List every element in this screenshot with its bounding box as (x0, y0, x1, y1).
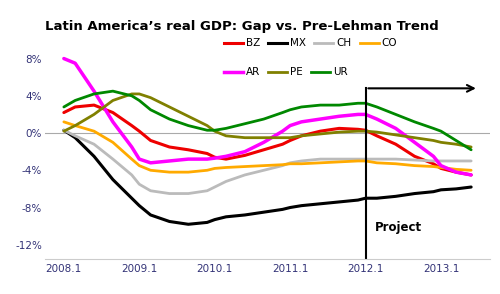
Text: Project: Project (374, 221, 422, 234)
Legend: AR, PE, UR: AR, PE, UR (224, 67, 348, 77)
Text: Latin America’s real GDP: Gap vs. Pre-Lehman Trend: Latin America’s real GDP: Gap vs. Pre-Le… (45, 20, 439, 33)
